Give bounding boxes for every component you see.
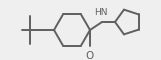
Text: O: O <box>86 51 94 60</box>
Text: HN: HN <box>94 8 108 17</box>
